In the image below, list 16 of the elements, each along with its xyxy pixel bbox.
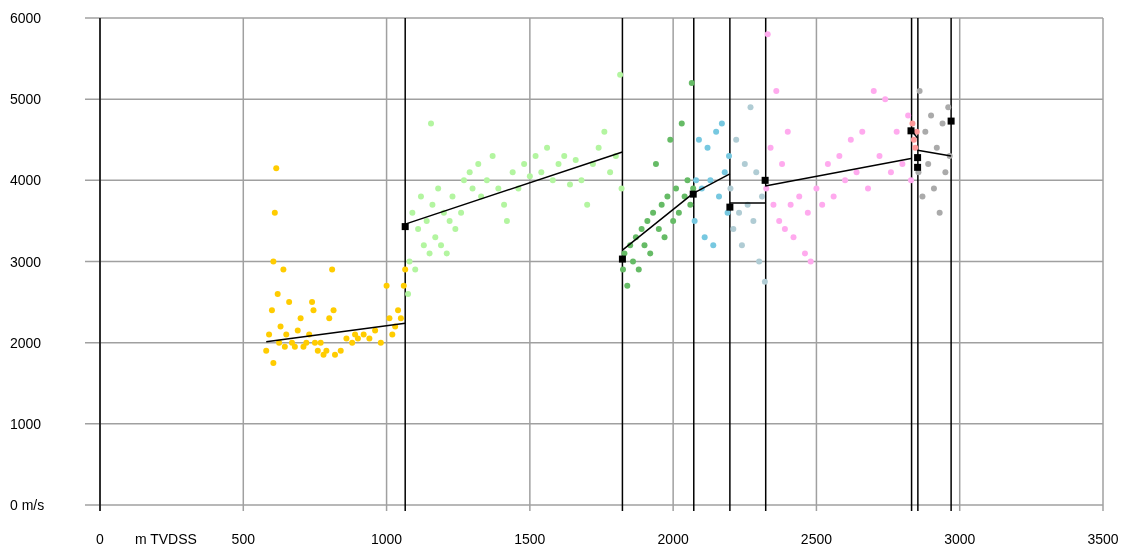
x-tick-label: 2500 — [800, 531, 833, 547]
x-tick-label: 3500 — [1087, 531, 1119, 547]
x-tick-label: 0 — [96, 531, 105, 547]
y-tick-label: 3000 — [10, 253, 42, 270]
x-tick-label: 500 — [231, 531, 256, 547]
y-tick-label: 0 m/s — [10, 497, 45, 513]
y-tick-label: 2000 — [10, 334, 42, 351]
x-tick-label: 2000 — [657, 531, 689, 547]
x-tick-label: 3000 — [944, 531, 976, 547]
y-tick-label: 5000 — [10, 91, 42, 108]
x-tick-label: 1000 — [370, 531, 403, 547]
y-tick-label: 1000 — [10, 415, 42, 432]
y-tick-label: 4000 — [10, 172, 42, 189]
x-axis-title: m TVDSS — [134, 531, 197, 547]
y-tick-label: 6000 — [10, 10, 42, 26]
x-tick-label: 1500 — [514, 531, 546, 547]
